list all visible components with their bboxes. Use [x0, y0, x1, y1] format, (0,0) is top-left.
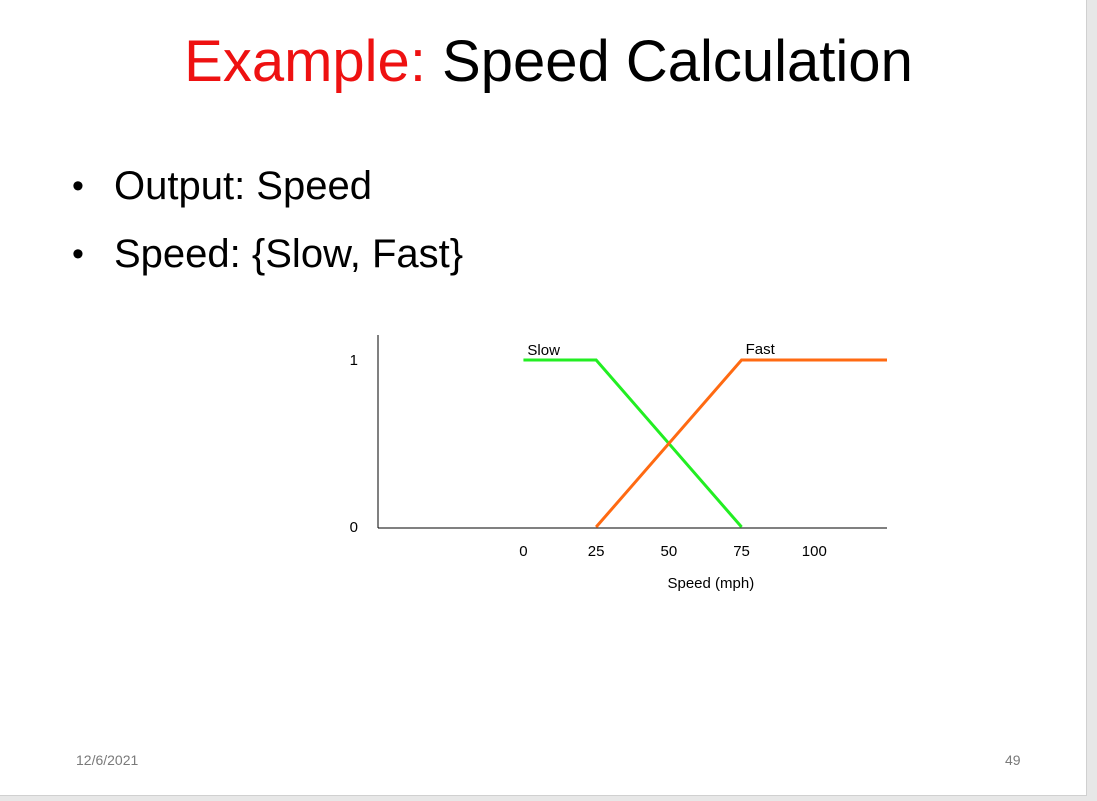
y-tick-label: 1: [350, 352, 358, 369]
bullet-text: Output: Speed: [114, 164, 372, 208]
x-axis-label: Speed (mph): [667, 575, 754, 592]
bullet-dot-icon: •: [72, 167, 84, 205]
footer-date: 12/6/2021: [76, 752, 139, 768]
title-rest: Speed Calculation: [425, 29, 913, 94]
bullet-list: • Output: Speed • Speed: {Slow, Fast}: [72, 152, 463, 288]
bullet-item: • Speed: {Slow, Fast}: [72, 220, 463, 288]
bullet-dot-icon: •: [72, 235, 84, 273]
x-tick-label: 100: [802, 543, 827, 560]
speed-membership-chart: 0 25 50 75 100 0 1 Speed (mph) Slow Fast: [350, 335, 888, 592]
series-line-fast: [595, 358, 887, 528]
page-number: 49: [1005, 752, 1021, 768]
bullet-item: • Output: Speed: [72, 152, 463, 220]
x-tick-label: 25: [588, 543, 605, 560]
bullet-text: Speed: {Slow, Fast}: [114, 232, 464, 276]
title-accent: Example:: [184, 29, 426, 94]
x-tick-label: 75: [733, 543, 750, 560]
x-tick-label: 50: [661, 543, 678, 560]
series-label-fast: Fast: [746, 341, 776, 358]
series-label-slow: Slow: [527, 342, 560, 359]
x-tick-label: 0: [519, 543, 527, 560]
y-tick-label: 0: [350, 519, 358, 536]
slide-title: Example: Speed Calculation: [0, 24, 1097, 100]
series-line-slow: [523, 358, 743, 528]
